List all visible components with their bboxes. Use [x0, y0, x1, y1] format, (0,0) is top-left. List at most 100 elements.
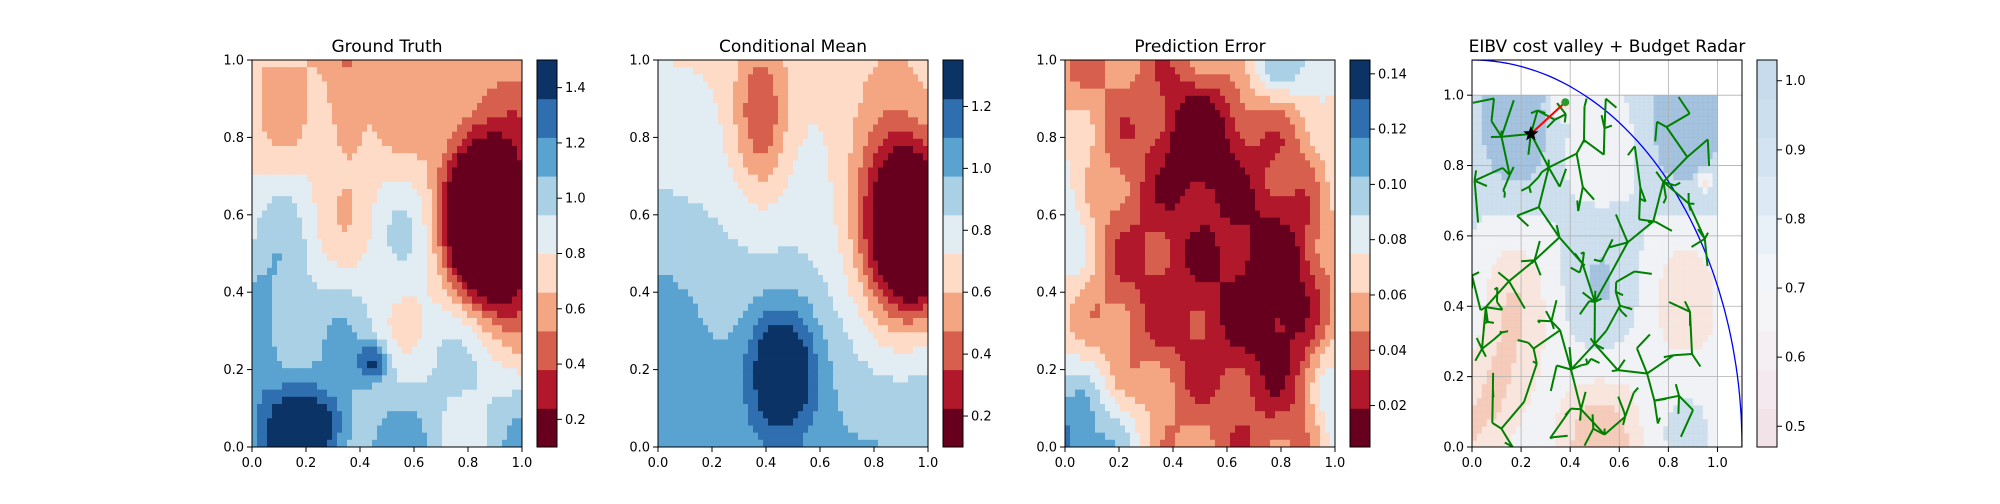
heatmap-cell — [783, 160, 789, 168]
colorbar-tick-label: 1.4 — [565, 81, 586, 96]
heatmap-cell — [497, 418, 503, 426]
heatmap-cell — [512, 418, 518, 426]
heatmap-cell — [763, 117, 769, 125]
heatmap-cell — [838, 232, 844, 240]
heatmap-cell — [317, 182, 323, 190]
heatmap-cell — [367, 96, 373, 104]
heatmap-cell — [808, 117, 814, 125]
heatmap-cell — [422, 125, 428, 133]
heatmap-cell — [903, 275, 909, 283]
heatmap-cell — [838, 189, 844, 197]
heatmap-cell — [918, 268, 924, 276]
heatmap-cell — [512, 433, 518, 441]
heatmap-cell — [507, 268, 513, 276]
heatmap-cell — [768, 246, 774, 254]
heatmap-cell — [317, 189, 323, 197]
heatmap-cell — [903, 117, 909, 125]
heatmap-cell — [347, 397, 353, 405]
heatmap-cell — [808, 282, 814, 290]
heatmap-cell — [497, 433, 503, 441]
heatmap-cell — [848, 103, 854, 111]
heatmap-cell — [327, 404, 333, 412]
heatmap-cell — [738, 261, 744, 269]
heatmap-cell — [297, 282, 303, 290]
heatmap-cell — [803, 246, 809, 254]
heatmap-cell — [718, 218, 724, 226]
heatmap-cell — [773, 196, 779, 204]
heatmap-cell — [673, 139, 679, 147]
heatmap-cell — [317, 175, 323, 183]
heatmap-cell — [442, 110, 448, 118]
heatmap-cell — [758, 132, 764, 140]
heatmap-cell — [758, 103, 764, 111]
heatmap-cell — [387, 297, 393, 305]
heatmap-cell — [913, 89, 919, 97]
heatmap-cell — [678, 103, 684, 111]
heatmap-cell — [758, 67, 764, 75]
heatmap-cell — [367, 368, 373, 376]
heatmap-cell — [367, 254, 373, 262]
heatmap-cell — [883, 60, 889, 68]
heatmap-cell — [833, 304, 839, 312]
heatmap-cell — [783, 139, 789, 147]
heatmap-cell — [507, 82, 513, 90]
heatmap-cell — [392, 318, 398, 326]
heatmap-cell — [322, 354, 328, 362]
heatmap-cell — [282, 368, 288, 376]
heatmap-cell — [407, 261, 413, 269]
heatmap-cell — [302, 404, 308, 412]
heatmap-cell — [868, 211, 874, 219]
heatmap-cell — [412, 246, 418, 254]
heatmap-cell — [878, 218, 884, 226]
heatmap-cell — [487, 282, 493, 290]
heatmap-cell — [873, 160, 879, 168]
heatmap-cell — [848, 297, 854, 305]
heatmap-cell — [883, 225, 889, 233]
heatmap-cell — [818, 153, 824, 161]
heatmap-cell — [492, 268, 498, 276]
heatmap-cell — [828, 160, 834, 168]
heatmap-cell — [327, 383, 333, 391]
heatmap-cell — [788, 89, 794, 97]
heatmap-cell — [693, 139, 699, 147]
heatmap-cell — [753, 196, 759, 204]
heatmap-cell — [698, 225, 704, 233]
heatmap-cell — [878, 254, 884, 262]
heatmap-cell — [272, 289, 278, 297]
heatmap-cell — [893, 132, 899, 140]
heatmap-cell — [352, 304, 358, 312]
heatmap-cell — [793, 297, 799, 305]
heatmap-cell — [507, 368, 513, 376]
heatmap-cell — [818, 304, 824, 312]
heatmap-cell — [698, 182, 704, 190]
heatmap-cell — [422, 411, 428, 419]
heatmap-cell — [868, 318, 874, 326]
heatmap-cell — [487, 125, 493, 133]
heatmap-cell — [437, 89, 443, 97]
heatmap-cell — [913, 232, 919, 240]
heatmap-cell — [918, 304, 924, 312]
heatmap-cell — [703, 67, 709, 75]
colorbar-segment — [537, 60, 557, 99]
heatmap-cell — [833, 297, 839, 305]
heatmap-cell — [848, 268, 854, 276]
heatmap-cell — [658, 311, 664, 319]
heatmap-cell — [332, 82, 338, 90]
heatmap-cell — [442, 340, 448, 348]
heatmap-cell — [412, 289, 418, 297]
heatmap-cell — [317, 397, 323, 405]
heatmap-cell — [397, 340, 403, 348]
heatmap-cell — [753, 225, 759, 233]
heatmap-cell — [728, 275, 734, 283]
heatmap-cell — [497, 375, 503, 383]
heatmap-cell — [312, 160, 318, 168]
heatmap-cell — [342, 297, 348, 305]
heatmap-cell — [738, 175, 744, 183]
heatmap-cell — [838, 311, 844, 319]
heatmap-cell — [758, 275, 764, 283]
heatmap-cell — [372, 354, 378, 362]
heatmap-cell — [673, 196, 679, 204]
y-tick-label: 0.4 — [223, 286, 244, 301]
heatmap-cell — [487, 361, 493, 369]
heatmap-cell — [708, 211, 714, 219]
